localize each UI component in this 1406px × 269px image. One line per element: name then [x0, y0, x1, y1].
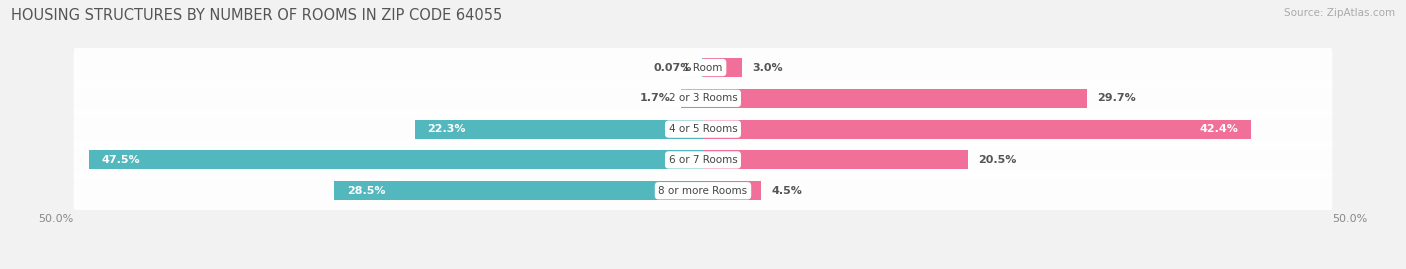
FancyBboxPatch shape [73, 109, 1333, 149]
Text: 1.7%: 1.7% [640, 93, 671, 103]
Text: 42.4%: 42.4% [1199, 124, 1239, 134]
Bar [703, 120, 1251, 139]
Bar [89, 150, 703, 169]
Text: 3.0%: 3.0% [752, 62, 783, 73]
Text: 4.5%: 4.5% [772, 186, 803, 196]
Bar [681, 89, 703, 108]
Bar [703, 58, 742, 77]
Bar [703, 150, 969, 169]
Text: 1 Room: 1 Room [683, 62, 723, 73]
FancyBboxPatch shape [73, 48, 1333, 87]
Bar [415, 120, 703, 139]
Text: 6 or 7 Rooms: 6 or 7 Rooms [669, 155, 737, 165]
Text: 22.3%: 22.3% [427, 124, 465, 134]
Text: 0.07%: 0.07% [654, 62, 692, 73]
Text: 4 or 5 Rooms: 4 or 5 Rooms [669, 124, 737, 134]
Text: HOUSING STRUCTURES BY NUMBER OF ROOMS IN ZIP CODE 64055: HOUSING STRUCTURES BY NUMBER OF ROOMS IN… [11, 8, 502, 23]
Bar [703, 89, 1087, 108]
Text: Source: ZipAtlas.com: Source: ZipAtlas.com [1284, 8, 1395, 18]
FancyBboxPatch shape [73, 140, 1333, 180]
Text: 28.5%: 28.5% [347, 186, 385, 196]
Bar [703, 181, 761, 200]
Text: 2 or 3 Rooms: 2 or 3 Rooms [669, 93, 737, 103]
Text: 20.5%: 20.5% [979, 155, 1017, 165]
Bar [335, 181, 703, 200]
Text: 47.5%: 47.5% [101, 155, 141, 165]
FancyBboxPatch shape [73, 171, 1333, 210]
FancyBboxPatch shape [73, 79, 1333, 118]
Text: 29.7%: 29.7% [1098, 93, 1136, 103]
Text: 8 or more Rooms: 8 or more Rooms [658, 186, 748, 196]
